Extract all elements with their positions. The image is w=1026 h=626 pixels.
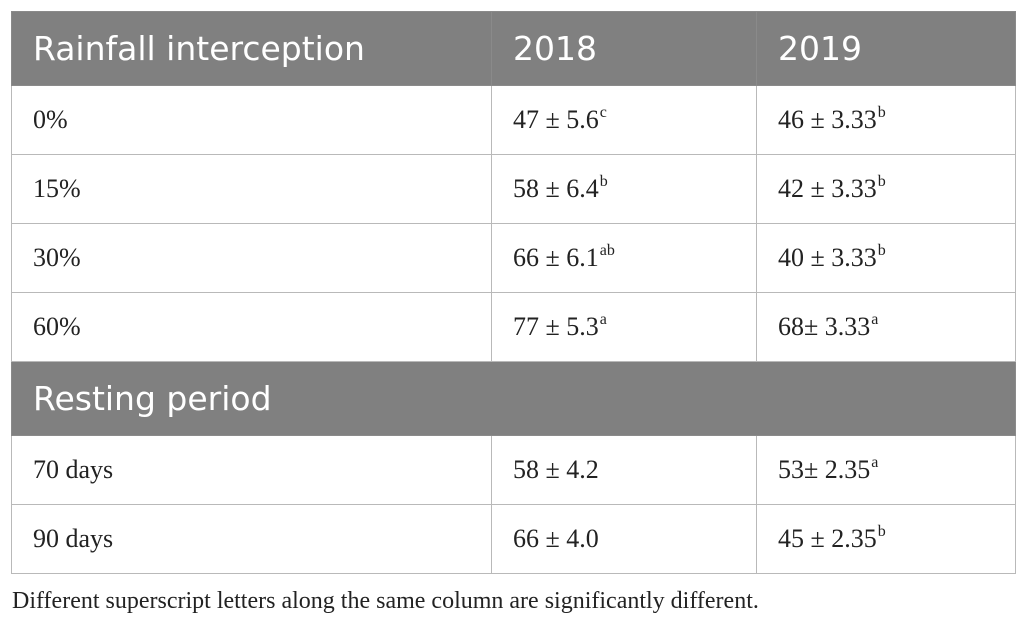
cell-2019: 53± 2.35a bbox=[756, 435, 1016, 505]
cell-value: 47 ± 5.6 bbox=[513, 105, 599, 134]
superscript-letter: b bbox=[877, 242, 886, 259]
table-footnote: Different superscript letters along the … bbox=[12, 588, 759, 614]
superscript-letter: ab bbox=[599, 242, 615, 259]
header-rainfall-interception: Rainfall interception bbox=[11, 11, 492, 86]
superscript-letter: a bbox=[871, 454, 879, 471]
cell-value: 58 ± 4.2 bbox=[513, 455, 599, 484]
cell-value: 68± 3.33 bbox=[778, 312, 871, 341]
cell-value: 53± 2.35 bbox=[778, 455, 871, 484]
cell-2018: 58 ± 6.4b bbox=[491, 154, 757, 224]
cell-value: 42 ± 3.33 bbox=[778, 174, 877, 203]
section-title-resting-period: Resting period bbox=[11, 361, 1016, 436]
table-header-row: Rainfall interception 2018 2019 bbox=[11, 11, 1016, 86]
superscript-letter: c bbox=[599, 104, 607, 121]
cell-2018: 47 ± 5.6c bbox=[491, 85, 757, 155]
results-table: Rainfall interception 2018 2019 0% 47 ± … bbox=[11, 11, 1016, 574]
table-row: 90 days 66 ± 4.0 45 ± 2.35b bbox=[11, 504, 1016, 574]
superscript-letter: a bbox=[871, 311, 879, 328]
cell-value: 66 ± 6.1 bbox=[513, 243, 599, 272]
cell-2019: 42 ± 3.33b bbox=[756, 154, 1016, 224]
section-header-row: Resting period bbox=[11, 361, 1016, 436]
cell-2019: 68± 3.33a bbox=[756, 292, 1016, 362]
cell-2018: 66 ± 6.1ab bbox=[491, 223, 757, 293]
row-label: 60% bbox=[11, 292, 492, 362]
table-row: 60% 77 ± 5.3a 68± 3.33a bbox=[11, 292, 1016, 362]
header-year-2018: 2018 bbox=[491, 11, 757, 86]
superscript-letter: b bbox=[599, 173, 608, 190]
row-label: 30% bbox=[11, 223, 492, 293]
table-row: 0% 47 ± 5.6c 46 ± 3.33b bbox=[11, 85, 1016, 155]
row-label: 0% bbox=[11, 85, 492, 155]
cell-value: 77 ± 5.3 bbox=[513, 312, 599, 341]
cell-2019: 46 ± 3.33b bbox=[756, 85, 1016, 155]
row-label: 15% bbox=[11, 154, 492, 224]
table-row: 70 days 58 ± 4.2 53± 2.35a bbox=[11, 435, 1016, 505]
table-row: 30% 66 ± 6.1ab 40 ± 3.33b bbox=[11, 223, 1016, 293]
cell-value: 66 ± 4.0 bbox=[513, 524, 599, 553]
cell-value: 46 ± 3.33 bbox=[778, 105, 877, 134]
cell-2018: 77 ± 5.3a bbox=[491, 292, 757, 362]
row-label: 90 days bbox=[11, 504, 492, 574]
row-label: 70 days bbox=[11, 435, 492, 505]
table-row: 15% 58 ± 6.4b 42 ± 3.33b bbox=[11, 154, 1016, 224]
superscript-letter: b bbox=[877, 173, 886, 190]
cell-2018: 58 ± 4.2 bbox=[491, 435, 757, 505]
data-table-container: Rainfall interception 2018 2019 0% 47 ± … bbox=[11, 11, 1016, 574]
superscript-letter: b bbox=[877, 523, 886, 540]
superscript-letter: a bbox=[599, 311, 607, 328]
cell-value: 40 ± 3.33 bbox=[778, 243, 877, 272]
cell-2019: 45 ± 2.35b bbox=[756, 504, 1016, 574]
cell-2019: 40 ± 3.33b bbox=[756, 223, 1016, 293]
cell-2018: 66 ± 4.0 bbox=[491, 504, 757, 574]
header-year-2019: 2019 bbox=[756, 11, 1016, 86]
superscript-letter: b bbox=[877, 104, 886, 121]
cell-value: 45 ± 2.35 bbox=[778, 524, 877, 553]
cell-value: 58 ± 6.4 bbox=[513, 174, 599, 203]
